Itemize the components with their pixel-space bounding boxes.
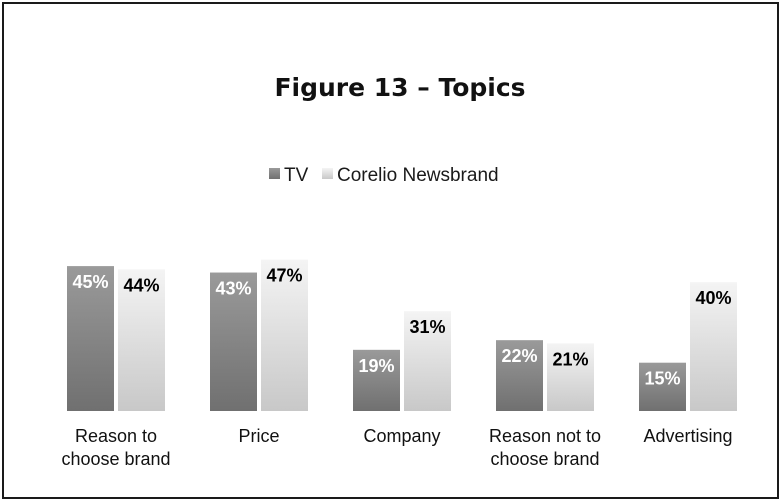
category-label-reason-not-to-choose-brand: Reason not to choose brand bbox=[489, 426, 601, 469]
bar-corelio-newsbrand-advertising bbox=[690, 282, 737, 411]
bar-corelio-newsbrand-reason-not-to-choose-brand bbox=[547, 343, 594, 411]
legend-swatch-tv bbox=[269, 168, 280, 179]
legend-label-corelio-newsbrand: Corelio Newsbrand bbox=[337, 165, 499, 186]
legend-swatch-corelio-newsbrand bbox=[322, 168, 333, 179]
value-label-tv-company: 19% bbox=[358, 356, 394, 376]
value-label-tv-reason-not-to-choose-brand: 22% bbox=[501, 346, 537, 366]
category-label-company: Company bbox=[363, 426, 440, 446]
category-label-reason-to-choose-brand: Reason to choose brand bbox=[61, 426, 170, 469]
value-label-corelio-newsbrand-advertising: 40% bbox=[695, 288, 731, 308]
category-label-price: Price bbox=[238, 426, 279, 446]
category-label-advertising: Advertising bbox=[643, 426, 732, 446]
data-labels: 45% 44% 43% 47% 19% 31% 22% 21% 15% 40% bbox=[72, 266, 731, 389]
value-label-corelio-newsbrand-reason-not-to-choose-brand: 21% bbox=[552, 349, 588, 369]
value-label-tv-price: 43% bbox=[215, 279, 251, 299]
bar-corelio-newsbrand-company bbox=[404, 311, 451, 411]
bar-tv-reason-not-to-choose-brand bbox=[496, 340, 543, 411]
legend-label-tv: TV bbox=[284, 165, 309, 186]
bar-tv-price bbox=[210, 272, 257, 411]
value-label-tv-reason-to-choose-brand: 45% bbox=[72, 272, 108, 292]
bar-corelio-newsbrand-reason-to-choose-brand bbox=[118, 269, 165, 411]
bar-tv-advertising bbox=[639, 362, 686, 411]
value-label-tv-advertising: 15% bbox=[644, 369, 680, 389]
value-label-corelio-newsbrand-company: 31% bbox=[409, 317, 445, 337]
bar-tv-company bbox=[353, 349, 400, 411]
category-labels: Reason to choose brand Price Company Reason … bbox=[61, 426, 732, 469]
legend: TV Corelio Newsbrand bbox=[269, 165, 499, 186]
bar-tv-reason-to-choose-brand bbox=[67, 266, 114, 411]
chart-title: Figure 13 – Topics bbox=[274, 73, 525, 102]
value-label-corelio-newsbrand-price: 47% bbox=[266, 266, 302, 286]
bars bbox=[67, 259, 737, 411]
value-label-corelio-newsbrand-reason-to-choose-brand: 44% bbox=[123, 275, 159, 295]
bar-corelio-newsbrand-price bbox=[261, 259, 308, 411]
